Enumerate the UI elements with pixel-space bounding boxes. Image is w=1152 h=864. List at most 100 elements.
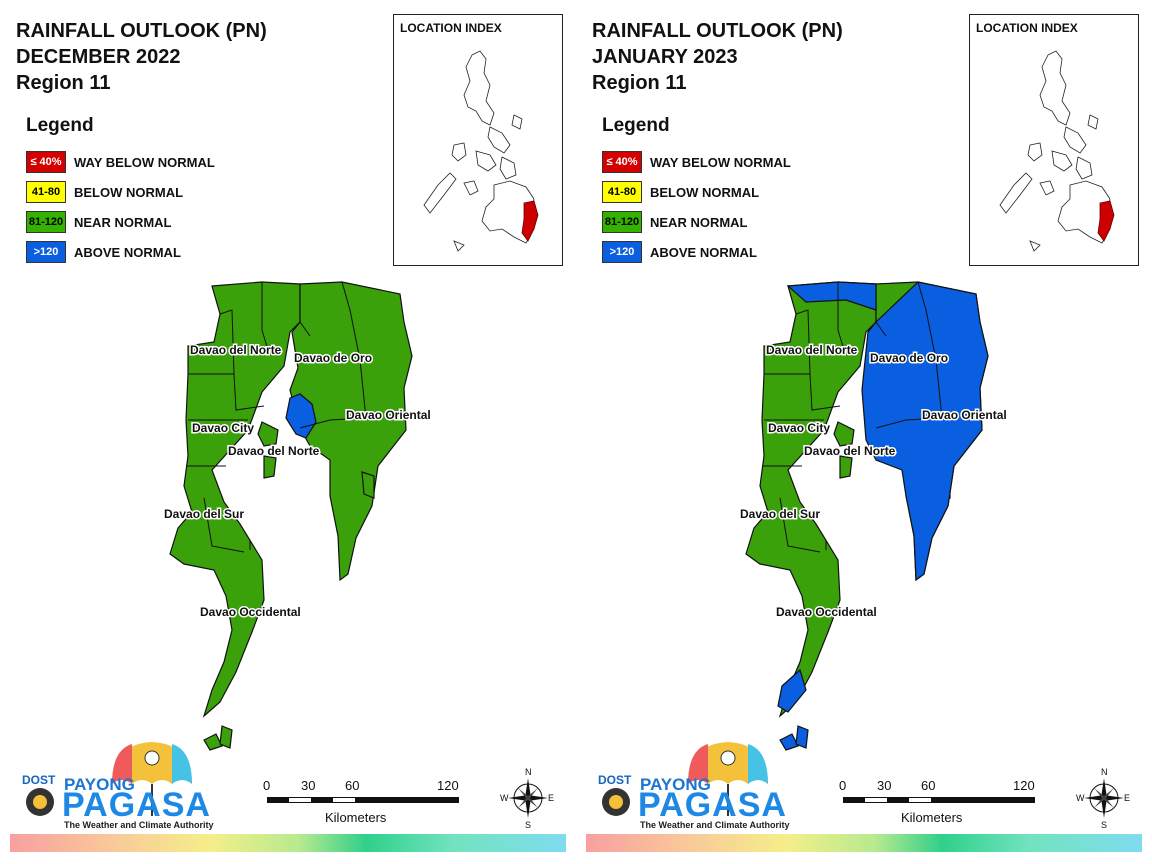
label-davao-city: Davao City xyxy=(768,421,830,435)
label-davao-oriental: Davao Oriental xyxy=(922,408,1007,422)
scale-bar: 0 30 60 120 Kilometers xyxy=(255,778,475,828)
compass-w: W xyxy=(500,793,509,803)
legend-label: ABOVE NORMAL xyxy=(74,244,181,260)
legend-swatch: >120 xyxy=(26,241,66,263)
legend-row-near: 81-120 NEAR NORMAL xyxy=(26,207,215,237)
legend-title: Legend xyxy=(602,115,670,136)
scale-tick: 120 xyxy=(1013,778,1035,793)
label-davao-de-oro: Davao de Oro xyxy=(870,351,948,365)
island-small-2 xyxy=(361,471,375,499)
legend-row-below: 41-80 BELOW NORMAL xyxy=(602,177,791,207)
logo-payong: PAYONG xyxy=(64,775,135,794)
scale-tick: 30 xyxy=(877,778,892,793)
province-labels: Davao del Norte Davao de Oro Davao Orien… xyxy=(739,342,1009,621)
legend-label: WAY BELOW NORMAL xyxy=(650,154,791,170)
title-region: Region 11 xyxy=(16,72,111,94)
legend-label: BELOW NORMAL xyxy=(650,184,760,200)
legend-row-above: >120 ABOVE NORMAL xyxy=(602,237,791,267)
samal-island xyxy=(257,421,279,447)
color-strip xyxy=(586,834,1142,852)
compass-s: S xyxy=(525,820,531,830)
logo-pagasa: PAGASA xyxy=(638,786,787,824)
scale-tick: 120 xyxy=(437,778,459,793)
label-davao-occidental: Davao Occidental xyxy=(200,605,301,619)
compass-n: N xyxy=(525,767,532,777)
legend-label: NEAR NORMAL xyxy=(650,214,748,230)
location-index-title: LOCATION INDEX xyxy=(976,21,1078,35)
legend-title: Legend xyxy=(26,115,94,136)
logo-payong: PAYONG xyxy=(640,775,711,794)
title-line-1: RAINFALL OUTLOOK (PN) xyxy=(16,20,267,42)
province-polygons xyxy=(169,281,413,751)
legend-swatch: 81-120 xyxy=(602,211,642,233)
outlook-panel-december: RAINFALL OUTLOOK (PN) DECEMBER 2022 Regi… xyxy=(10,14,566,852)
sarangani-island xyxy=(219,725,233,749)
scale-tick: 0 xyxy=(263,778,271,793)
mainland-east xyxy=(289,281,413,582)
legend-row-below: 41-80 BELOW NORMAL xyxy=(26,177,215,207)
legend-row-near: 81-120 NEAR NORMAL xyxy=(602,207,791,237)
province-boundaries xyxy=(186,281,367,553)
scale-tick: 60 xyxy=(921,778,936,793)
logo-dost: DOST xyxy=(598,773,632,787)
label-davao-del-norte-island: Davao del Norte xyxy=(228,444,320,458)
compass-icon: N S E W xyxy=(1076,767,1130,830)
legend-row-way-below: ≤ 40% WAY BELOW NORMAL xyxy=(602,147,791,177)
scale-bar-graphic xyxy=(843,797,1035,803)
province-labels: Davao del Norte Davao de Oro Davao Orien… xyxy=(163,342,433,621)
title-region: Region 11 xyxy=(592,72,687,94)
title-line-1: RAINFALL OUTLOOK (PN) xyxy=(592,20,843,42)
legend: Legend ≤ 40% WAY BELOW NORMAL 41-80 BELO… xyxy=(602,115,791,267)
title-month: JANUARY 2023 xyxy=(592,46,738,68)
label-davao-de-oro: Davao de Oro xyxy=(294,351,372,365)
compass-n: N xyxy=(1101,767,1108,777)
scale-tick: 30 xyxy=(301,778,316,793)
legend-swatch: ≤ 40% xyxy=(26,151,66,173)
region-11-map: Davao del Norte Davao de Oro Davao Orien… xyxy=(163,281,433,751)
island-small-1 xyxy=(839,455,853,479)
legend-label: WAY BELOW NORMAL xyxy=(74,154,215,170)
compass-rose-icon: N S E W xyxy=(500,766,556,830)
legend-row-way-below: ≤ 40% WAY BELOW NORMAL xyxy=(26,147,215,177)
label-davao-oriental: Davao Oriental xyxy=(346,408,431,422)
region-11-highlight xyxy=(1097,200,1115,242)
legend-label: BELOW NORMAL xyxy=(74,184,184,200)
logo-dost: DOST xyxy=(22,773,56,787)
legend-label: ABOVE NORMAL xyxy=(650,244,757,260)
label-davao-del-norte: Davao del Norte xyxy=(766,343,858,357)
legend-swatch: ≤ 40% xyxy=(602,151,642,173)
compass-e: E xyxy=(548,793,554,803)
legend-label: NEAR NORMAL xyxy=(74,214,172,230)
legend-swatch: >120 xyxy=(602,241,642,263)
scale-unit: Kilometers xyxy=(901,810,963,825)
compass-w: W xyxy=(1076,793,1085,803)
map-title: RAINFALL OUTLOOK (PN) DECEMBER 2022 Regi… xyxy=(16,18,267,96)
samal-island xyxy=(833,421,855,447)
island-small-1 xyxy=(263,455,277,479)
title-month: DECEMBER 2022 xyxy=(16,46,181,68)
pagasa-logo: DOST PAYONG PAGASA The Weather and Clima… xyxy=(592,740,792,832)
legend-row-above: >120 ABOVE NORMAL xyxy=(26,237,215,267)
philippines-outline xyxy=(423,50,539,252)
logo-tagline: The Weather and Climate Authority xyxy=(640,820,790,830)
umbrella-icon xyxy=(602,742,768,816)
pagasa-logo: DOST PAYONG PAGASA The Weather and Clima… xyxy=(16,740,216,832)
label-davao-del-sur: Davao del Sur xyxy=(740,507,820,521)
compass-e: E xyxy=(1124,793,1130,803)
location-index: LOCATION INDEX xyxy=(393,14,563,266)
compass-icon: N S E W xyxy=(500,767,554,830)
region-11-highlight xyxy=(521,200,539,242)
scale-bar-graphic xyxy=(267,797,459,803)
province-polygons xyxy=(745,281,989,751)
label-davao-del-norte: Davao del Norte xyxy=(190,343,282,357)
compass-s: S xyxy=(1101,820,1107,830)
location-index: LOCATION INDEX xyxy=(969,14,1139,266)
legend: Legend ≤ 40% WAY BELOW NORMAL 41-80 BELO… xyxy=(26,115,215,267)
balut-island xyxy=(779,733,799,751)
balut-island xyxy=(203,733,223,751)
scale-tick: 0 xyxy=(839,778,847,793)
label-davao-occidental: Davao Occidental xyxy=(776,605,877,619)
legend-swatch: 41-80 xyxy=(26,181,66,203)
east-patch xyxy=(861,281,989,582)
philippines-outline xyxy=(999,50,1115,252)
